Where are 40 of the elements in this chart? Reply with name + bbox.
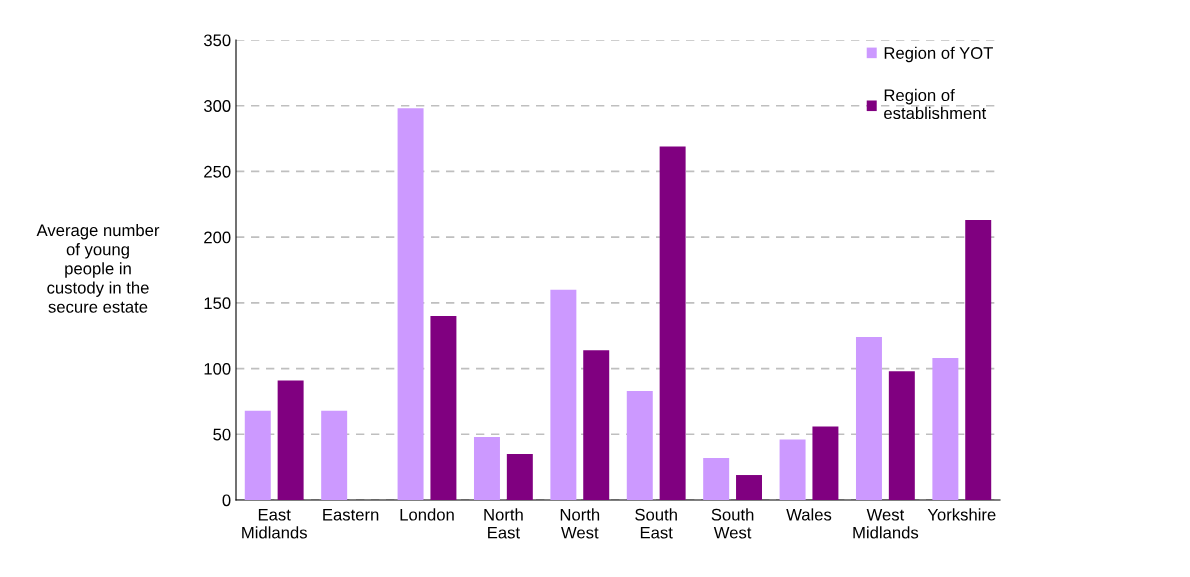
bar xyxy=(473,436,500,500)
y-axis-title: Average number of young people in custody in the secure estate xyxy=(36,223,160,313)
bar xyxy=(626,390,653,500)
bar xyxy=(812,426,839,500)
bar xyxy=(550,289,577,500)
y-tick-label: 100 xyxy=(204,362,231,375)
x-tick-label: East Midlands xyxy=(242,508,307,539)
y-tick-label: 150 xyxy=(204,297,231,310)
bar xyxy=(779,439,806,500)
y-tick-label: 50 xyxy=(213,428,231,441)
y-tick-label: 350 xyxy=(203,34,231,47)
bar xyxy=(736,475,763,500)
legend-label: Region of establishment xyxy=(884,88,987,120)
bar xyxy=(277,380,304,500)
x-tick-label: London xyxy=(400,508,454,521)
bar xyxy=(855,337,882,500)
x-tick-label: North West xyxy=(560,508,600,539)
x-tick-label: North East xyxy=(484,508,523,539)
bar xyxy=(506,454,533,500)
x-tick-label: Yorkshire xyxy=(927,508,996,521)
bar xyxy=(583,350,610,500)
y-tick-label: 300 xyxy=(203,100,231,112)
bar xyxy=(244,410,271,500)
x-tick-label: Eastern xyxy=(323,508,379,521)
x-tick-label: South East xyxy=(635,508,677,539)
x-tick-label: Wales xyxy=(786,508,832,521)
bar xyxy=(321,410,348,500)
y-tick-label: 250 xyxy=(204,165,231,178)
bar xyxy=(965,220,992,500)
bar xyxy=(932,358,959,500)
x-tick-label: South West xyxy=(711,508,754,539)
bar xyxy=(397,108,424,500)
bar xyxy=(703,457,730,500)
legend-label: Region of YOT xyxy=(884,46,993,63)
x-tick-label: West Midlands xyxy=(853,508,919,539)
y-tick-label: 0 xyxy=(222,494,231,507)
bar xyxy=(888,371,915,500)
bar xyxy=(659,146,686,500)
bar xyxy=(430,316,457,500)
y-tick-label: 200 xyxy=(204,231,231,244)
